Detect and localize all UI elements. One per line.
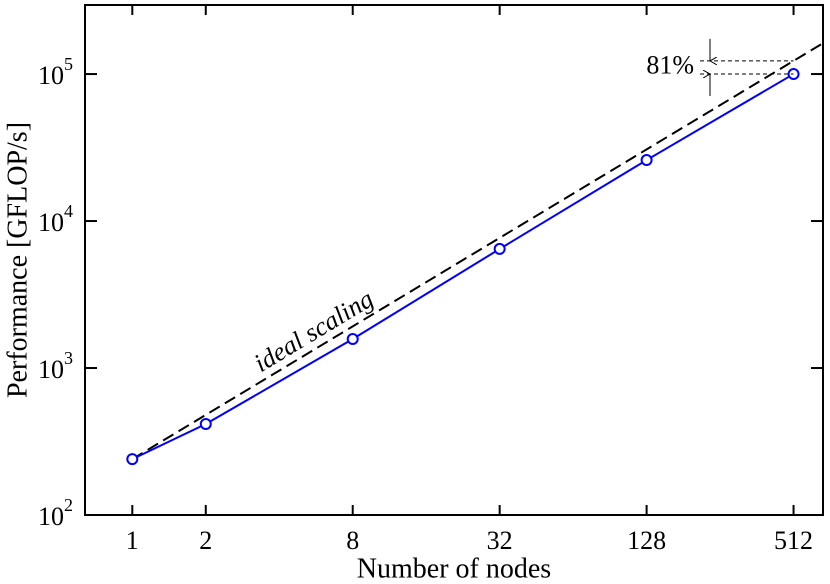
y-tick-exponent: 5 [64, 54, 73, 74]
x-tick-label: 8 [346, 526, 359, 555]
x-tick-label: 128 [627, 526, 666, 555]
y-tick-exponent: 3 [64, 348, 73, 368]
y-tick-label: 102 [38, 495, 73, 531]
x-axis-label: Number of nodes [357, 553, 551, 584]
y-tick-base: 10 [38, 61, 64, 90]
y-tick-base: 10 [38, 502, 64, 531]
x-tick-label: 2 [199, 526, 212, 555]
y-tick-label: 103 [38, 348, 73, 384]
data-point [126, 453, 139, 466]
y-tick-exponent: 2 [64, 495, 73, 515]
data-point [346, 333, 359, 346]
data-point [640, 154, 653, 167]
x-tick-label: 512 [774, 526, 813, 555]
series-line [131, 73, 795, 461]
plot-frame [84, 4, 824, 516]
y-axis-label: Performance [GFLOP/s] [2, 122, 33, 398]
y-tick-exponent: 4 [64, 201, 73, 221]
y-tick-label: 104 [38, 201, 73, 237]
y-tick-base: 10 [38, 355, 64, 384]
annotation: 81% [646, 50, 694, 79]
series-line [131, 42, 824, 460]
y-tick-label: 105 [38, 54, 73, 90]
x-tick-label: 1 [126, 526, 139, 555]
y-tick-base: 10 [38, 208, 64, 237]
data-point [493, 242, 506, 255]
x-tick-label: 32 [487, 526, 513, 555]
data-point [199, 418, 212, 431]
line-label: ideal scaling [249, 284, 378, 378]
